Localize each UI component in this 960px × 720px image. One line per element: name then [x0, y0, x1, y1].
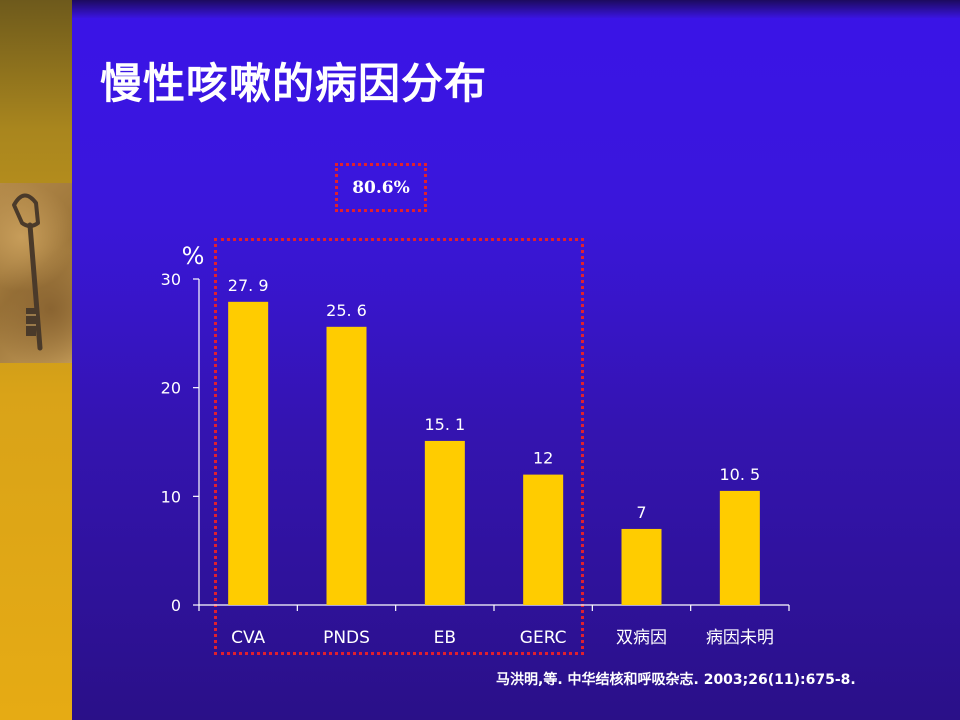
bar-5: [621, 528, 662, 605]
bar-2: [326, 326, 367, 605]
bar-value-label: 25. 6: [326, 301, 367, 320]
y-tick-label: 30: [161, 270, 181, 289]
bar-value-label: 27. 9: [228, 276, 269, 295]
chart-bars: [228, 301, 760, 605]
bar-value-label: 10. 5: [719, 465, 760, 484]
bar-value-label: 7: [636, 503, 646, 522]
x-category-label: EB: [434, 628, 456, 648]
bar-3: [424, 440, 465, 605]
highlight-box: [214, 238, 584, 655]
x-category-label: CVA: [231, 628, 265, 648]
percentage-callout: 80.6%: [335, 163, 427, 212]
bar-1: [228, 301, 269, 605]
bar-value-label: 15. 1: [424, 415, 465, 434]
chart-axes: [193, 278, 790, 611]
y-tick-label: 10: [161, 487, 181, 506]
x-category-label: 病因未明: [706, 628, 774, 648]
y-axis-unit-label: %: [182, 242, 205, 270]
chart-labels: 0 10 20 30% 27. 9 CVA 25. 6 PNDS 15. 1 EB 12 GERC 7 双…: [161, 242, 774, 648]
key-photo: [0, 183, 72, 363]
y-tick-label: 20: [161, 379, 181, 398]
bar-6: [719, 490, 760, 605]
antique-key-icon: [12, 193, 43, 351]
x-category-label: PNDS: [323, 628, 370, 648]
citation: 马洪明,等. 中华结核和呼吸杂志. 2003;26(11):675-8.: [496, 672, 856, 688]
bar-4: [523, 474, 564, 605]
bar-value-label: 12: [533, 449, 553, 468]
slide-title: 慢性咳嗽的病因分布: [100, 59, 488, 108]
y-tick-label: 0: [171, 596, 181, 615]
x-category-label: GERC: [520, 628, 567, 648]
header-band: [72, 0, 960, 18]
x-category-label: 双病因: [616, 628, 667, 648]
